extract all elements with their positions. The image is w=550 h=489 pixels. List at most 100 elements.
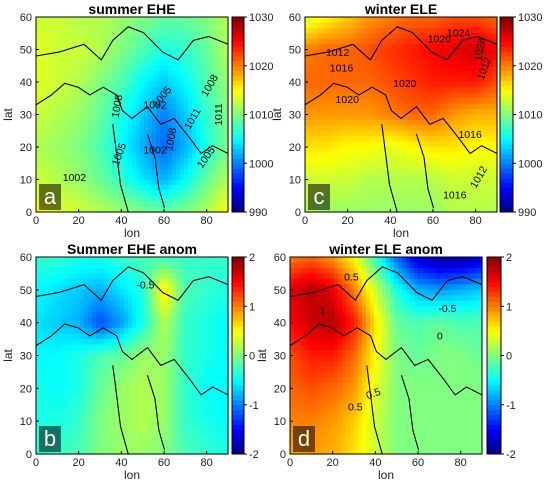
heatmap-cell (72, 393, 77, 400)
heatmap-cell (397, 206, 402, 213)
heatmap-cell (172, 17, 177, 24)
heatmap-cell (148, 404, 153, 411)
heatmap-cell (349, 60, 354, 67)
heatmap-cell (361, 130, 366, 137)
heatmap-cell (120, 322, 125, 329)
heatmap-cell (72, 322, 77, 329)
heatmap-cell (361, 33, 366, 40)
heatmap-cell (148, 448, 153, 455)
heatmap-cell (148, 92, 153, 99)
heatmap-cell (140, 65, 145, 72)
heatmap-cell (108, 339, 113, 346)
heatmap-cell (216, 71, 221, 78)
heatmap-cell (457, 157, 462, 164)
heatmap-cell (80, 195, 85, 202)
heatmap-cell (204, 109, 209, 116)
heatmap-cell (329, 109, 334, 116)
heatmap-cell (112, 157, 117, 164)
heatmap-cell (108, 360, 113, 368)
heatmap-cell (317, 87, 322, 94)
heatmap-cell (200, 157, 205, 164)
heatmap-cell (44, 130, 49, 137)
heatmap-cell (120, 421, 125, 428)
heatmap-cell (409, 179, 414, 186)
heatmap-cell (401, 38, 406, 45)
heatmap-cell (84, 393, 89, 400)
heatmap-cell (461, 27, 466, 34)
heatmap-cell (481, 49, 486, 56)
heatmap-cell (92, 130, 97, 137)
heatmap-cell (72, 141, 77, 148)
heatmap-cell (92, 289, 97, 296)
heatmap-cell (473, 82, 478, 89)
heatmap-cell (152, 49, 157, 56)
heatmap-cell (140, 141, 145, 148)
heatmap-cell (437, 44, 442, 51)
heatmap-cell (192, 44, 197, 51)
heatmap-cell (140, 371, 145, 378)
heatmap-cell (204, 98, 209, 105)
heatmap-cell (168, 388, 173, 395)
heatmap-cell (128, 54, 133, 61)
heatmap-cell (168, 399, 173, 406)
heatmap-cell (152, 119, 157, 126)
heatmap-cell (176, 168, 181, 175)
heatmap-cell (204, 130, 209, 137)
heatmap-cell (401, 119, 406, 126)
heatmap-cell (461, 195, 466, 202)
heatmap-cell (156, 174, 161, 181)
heatmap-cell (92, 103, 97, 110)
heatmap-cell (156, 300, 161, 307)
heatmap-cell (425, 71, 430, 78)
heatmap-cell (168, 382, 173, 389)
heatmap-cell (164, 404, 169, 411)
heatmap-cell (413, 195, 418, 202)
heatmap-cell (393, 98, 398, 105)
heatmap-cell (220, 141, 225, 148)
heatmap-cell (405, 130, 410, 137)
heatmap-cell (152, 206, 157, 213)
heatmap-cell (36, 350, 41, 357)
heatmap-cell (216, 190, 221, 197)
heatmap-cell (180, 355, 185, 362)
heatmap-cell (184, 257, 189, 264)
heatmap-cell (365, 76, 370, 83)
heatmap-cell (108, 109, 113, 116)
heatmap-cell (485, 103, 490, 110)
heatmap-cell (96, 114, 101, 121)
heatmap-cell (425, 174, 430, 181)
heatmap-cell (200, 92, 205, 99)
heatmap-cell (204, 195, 209, 202)
heatmap-cell (100, 141, 105, 148)
heatmap-cell (329, 114, 334, 121)
heatmap-cell (84, 328, 89, 335)
heatmap-cell (493, 174, 498, 181)
heatmap-cell (128, 109, 133, 116)
heatmap-cell (184, 136, 189, 143)
heatmap-cell (52, 355, 57, 362)
heatmap-cell (220, 152, 225, 159)
heatmap-cell (172, 125, 177, 132)
heatmap-cell (160, 421, 165, 428)
heatmap-cell (152, 98, 157, 105)
heatmap-cell (357, 98, 362, 105)
heatmap-cell (104, 22, 109, 29)
heatmap-cell (465, 109, 470, 116)
heatmap-cell (164, 65, 169, 72)
heatmap-cell (172, 415, 177, 422)
heatmap-cell (381, 82, 386, 89)
heatmap-cell (128, 82, 133, 89)
heatmap-cell (397, 60, 402, 67)
heatmap-cell (140, 388, 145, 395)
heatmap-cell (208, 49, 213, 56)
heatmap-cell (52, 339, 57, 346)
heatmap-cell (52, 382, 57, 389)
heatmap-cell (140, 17, 145, 24)
heatmap-cell (176, 317, 181, 324)
heatmap-cell (76, 350, 81, 357)
heatmap-cell (417, 49, 422, 56)
heatmap-cell (457, 76, 462, 83)
heatmap-cell (40, 300, 45, 307)
heatmap-cell (385, 54, 390, 61)
heatmap-cell (52, 421, 57, 428)
